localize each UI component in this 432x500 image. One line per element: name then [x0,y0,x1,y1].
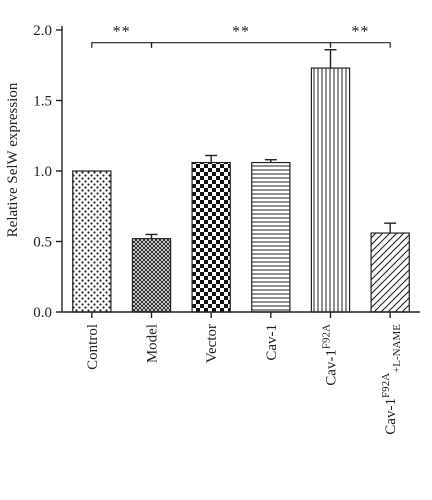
y-tick-label: 0.0 [33,305,52,321]
x-tick-label: Control [85,324,101,370]
bracket-line [91,42,153,48]
y-tick-label: 1.0 [33,164,52,180]
x-tick-label: Model [145,324,161,363]
bar-model [131,238,172,313]
error-bars [145,49,397,239]
significance-bracket: ** [91,24,153,48]
x-tick-label: Cav-1F92A+L-NAME [380,324,403,435]
x-tick-label: Vector [204,324,220,363]
bar-cav-1-f92a-l-name [370,232,410,313]
significance-brackets: ** ** ** [91,24,391,48]
bar-cav-1 [251,161,291,313]
bar-vector [191,161,231,313]
bracket-line [150,42,332,48]
y-axis: 0.0 0.5 1.0 1.5 2.0 [33,23,63,321]
bracket-line [329,42,391,48]
x-axis: Control Model Vector Cav-1 Cav-1F92A Cav-1F92… [62,311,420,435]
y-tick-label: 1.5 [33,94,52,110]
bar-cav-1-f92a [310,67,351,313]
bar-control [72,170,112,313]
significance-bracket: ** [150,24,332,48]
y-axis-label: Relative SelW expression [5,82,21,237]
significance-label: ** [113,24,131,41]
significance-label: ** [351,24,369,41]
bars [72,67,410,313]
significance-bracket: ** [329,24,391,48]
y-tick-label: 0.5 [33,235,52,251]
y-tick-label: 2.0 [33,23,52,39]
x-tick-label: Cav-1 [264,324,280,361]
x-tick-label: Cav-1F92A [321,324,340,386]
significance-label: ** [232,24,250,41]
